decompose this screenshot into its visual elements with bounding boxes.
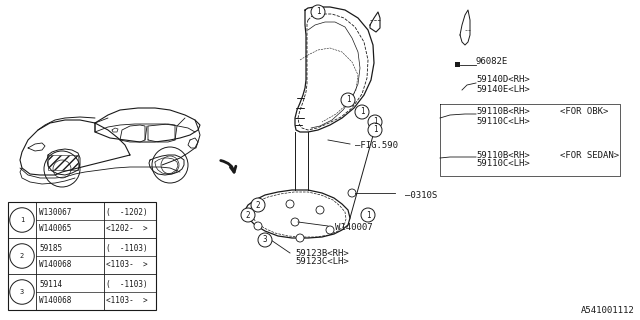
Text: 59110B<RH>: 59110B<RH> <box>476 108 530 116</box>
Text: 3: 3 <box>262 236 268 244</box>
Circle shape <box>241 208 255 222</box>
Circle shape <box>251 198 265 212</box>
Text: <FOR SEDAN>: <FOR SEDAN> <box>560 150 619 159</box>
Text: 3: 3 <box>20 289 24 295</box>
Text: 59185: 59185 <box>39 244 62 252</box>
Text: —0310S: —0310S <box>405 190 437 199</box>
Text: 59114: 59114 <box>39 280 62 289</box>
Circle shape <box>258 233 272 247</box>
Text: 1: 1 <box>365 211 371 220</box>
Text: 2: 2 <box>246 211 250 220</box>
Text: 96082E: 96082E <box>476 58 508 67</box>
Text: W140007: W140007 <box>335 223 372 233</box>
Text: 1: 1 <box>20 217 24 223</box>
Circle shape <box>296 234 304 242</box>
Text: 59110C<LH>: 59110C<LH> <box>476 116 530 125</box>
Text: <1103-  >: <1103- > <box>106 296 148 305</box>
Circle shape <box>10 280 35 304</box>
Circle shape <box>152 147 188 183</box>
Circle shape <box>316 206 324 214</box>
Text: W140068: W140068 <box>39 260 72 269</box>
Text: 59110C<LH>: 59110C<LH> <box>476 159 530 169</box>
Text: <1103-  >: <1103- > <box>106 260 148 269</box>
Circle shape <box>368 115 382 129</box>
Text: 1: 1 <box>360 108 364 116</box>
Circle shape <box>286 200 294 208</box>
Text: W140065: W140065 <box>39 224 72 233</box>
Text: (  -1202): ( -1202) <box>106 208 148 217</box>
Circle shape <box>291 218 299 226</box>
Circle shape <box>254 222 262 230</box>
Circle shape <box>10 244 35 268</box>
Circle shape <box>368 123 382 137</box>
Text: 1: 1 <box>316 7 320 17</box>
Text: <1202-  >: <1202- > <box>106 224 148 233</box>
Bar <box>455 62 460 67</box>
Circle shape <box>348 189 356 197</box>
Text: 1: 1 <box>372 125 378 134</box>
Circle shape <box>326 226 334 234</box>
Text: W140068: W140068 <box>39 296 72 305</box>
Circle shape <box>341 93 355 107</box>
Text: W130067: W130067 <box>39 208 72 217</box>
Circle shape <box>311 5 325 19</box>
Circle shape <box>355 105 369 119</box>
Circle shape <box>161 156 179 174</box>
Text: 1: 1 <box>372 117 378 126</box>
Circle shape <box>44 151 80 187</box>
Text: (  -1103): ( -1103) <box>106 280 148 289</box>
Text: 59123B<RH>: 59123B<RH> <box>295 249 349 258</box>
Text: <FOR OBK>: <FOR OBK> <box>560 108 609 116</box>
Text: (  -1103): ( -1103) <box>106 244 148 252</box>
Text: A541001112: A541001112 <box>581 306 635 315</box>
Text: 1: 1 <box>346 95 350 105</box>
Circle shape <box>361 208 375 222</box>
Text: 59110B<RH>: 59110B<RH> <box>476 150 530 159</box>
Text: 2: 2 <box>20 253 24 259</box>
Circle shape <box>10 208 35 232</box>
Text: 59140E<LH>: 59140E<LH> <box>476 84 530 93</box>
Text: 2: 2 <box>256 201 260 210</box>
Text: —FIG.590: —FIG.590 <box>355 140 398 149</box>
Text: 59123C<LH>: 59123C<LH> <box>295 258 349 267</box>
Bar <box>8 202 156 310</box>
Circle shape <box>53 160 71 178</box>
Text: 59140D<RH>: 59140D<RH> <box>476 76 530 84</box>
